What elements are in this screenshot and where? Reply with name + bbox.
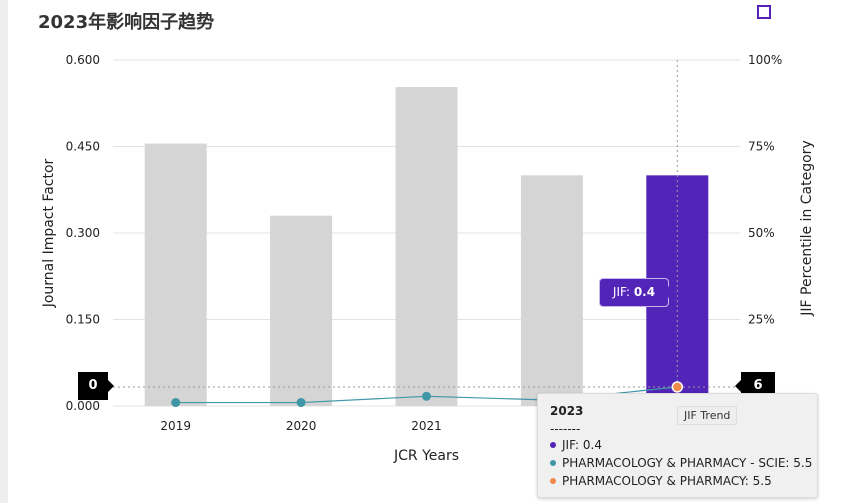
tooltip-separator: -------	[550, 422, 581, 436]
trend-point-label: JIF Trend	[677, 406, 738, 425]
trend-point-2019	[171, 398, 181, 408]
tooltip-dot-scie	[550, 460, 556, 466]
y-tick-label: 0.450	[66, 140, 100, 154]
tooltip-dot-category	[550, 478, 556, 484]
y-tick-label: 0.150	[66, 313, 100, 327]
tooltip-year: 2023	[550, 404, 584, 418]
left-edge-strip	[0, 0, 8, 503]
jif-data-label-prefix: JIF:	[612, 285, 634, 299]
tooltip-row-category: PHARMACOLOGY & PHARMACY: 5.5	[550, 474, 772, 488]
x-tick-label: 2021	[411, 419, 442, 433]
tooltip-row-jif: JIF: 0.4	[550, 438, 602, 452]
y2-tick-label: 100%	[748, 53, 782, 67]
trend-point-2023	[671, 381, 684, 393]
tooltip-row-scie-text: PHARMACOLOGY & PHARMACY - SCIE: 5.5	[562, 456, 813, 470]
chart-title: 2023年影响因子趋势	[38, 12, 215, 33]
trend-point-2020	[296, 398, 306, 408]
y-axis-title: Journal Impact Factor	[41, 158, 57, 308]
x-tick-label: 2020	[286, 419, 317, 433]
x-axis-title: JCR Years	[393, 448, 459, 464]
bar-2020	[270, 215, 333, 406]
expand-icon[interactable]	[757, 5, 771, 19]
y2-axis-title: JIF Percentile in Category	[799, 140, 815, 316]
jif-data-label: JIF: 0.4	[600, 279, 675, 306]
trend-point-2021	[422, 391, 431, 401]
y-tick-label: 0.600	[66, 53, 100, 67]
tooltip-row-category-text: PHARMACOLOGY & PHARMACY: 5.5	[562, 474, 772, 488]
crosshair-left-value: 0	[78, 372, 114, 400]
y-tick-label: 0.000	[66, 399, 100, 413]
jif-data-label-value: 0.4	[633, 285, 656, 299]
y2-tick-label: 25%	[748, 313, 775, 327]
y-tick-label: 0.300	[66, 226, 100, 240]
bar-2022	[520, 175, 583, 406]
tooltip-row-jif-text: JIF: 0.4	[562, 438, 602, 452]
tooltip-dot-jif	[550, 442, 556, 448]
y2-tick-label: 75%	[748, 140, 775, 154]
bar-2019	[144, 143, 207, 406]
bar-2021	[395, 87, 458, 406]
y2-tick-label: 50%	[748, 226, 775, 240]
x-tick-label: 2019	[160, 419, 191, 433]
tooltip-row-scie: PHARMACOLOGY & PHARMACY - SCIE: 5.5	[550, 456, 812, 470]
